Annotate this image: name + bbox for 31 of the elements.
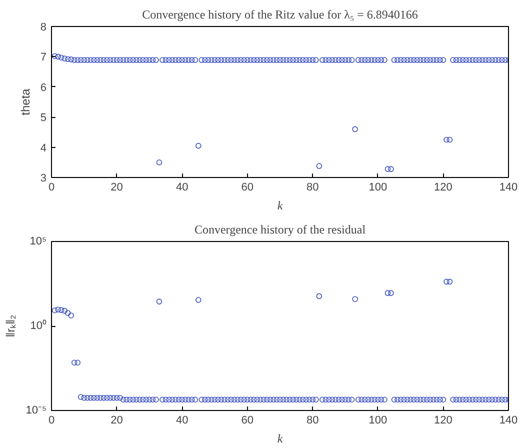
y-axis-title: ‖rₖ‖₂ [4, 314, 18, 338]
x-tick-label: 0 [48, 414, 55, 426]
y-tick-label: 8 [40, 22, 47, 34]
x-axis-title: k [277, 198, 284, 212]
x-tick-label: 120 [434, 414, 452, 426]
y-axis-title: theta [18, 88, 32, 116]
x-tick-label: 60 [241, 414, 254, 426]
y-tick-label: 10⁰ [30, 319, 47, 332]
x-tick-label: 140 [499, 414, 518, 426]
x-tick-label: 0 [48, 182, 55, 194]
y-tick-label: 4 [40, 142, 47, 154]
x-tick-label: 100 [368, 414, 388, 426]
x-tick-label: 40 [176, 414, 188, 426]
x-axis-title: k [277, 432, 284, 446]
chart-title: Convergence history of the residual [194, 222, 366, 236]
x-tick-label: 100 [368, 182, 388, 194]
x-tick-label: 120 [434, 182, 452, 194]
y-tick-label: 5 [40, 112, 47, 124]
x-tick-label: 80 [306, 414, 319, 426]
y-tick-label: 10⁻⁵ [26, 404, 46, 416]
x-tick-label: 40 [176, 182, 188, 194]
x-tick-label: 140 [499, 182, 518, 194]
x-tick-label: 20 [110, 414, 123, 426]
y-tick-label: 6 [40, 82, 47, 94]
y-tick-label: 10⁵ [30, 236, 46, 248]
chart-title: Convergence history of the Ritz value for λ₅ = 6.8940166 [142, 8, 418, 22]
y-tick-label: 3 [40, 172, 47, 184]
y-tick-label: 7 [40, 52, 47, 64]
x-tick-label: 80 [306, 182, 319, 194]
x-tick-label: 60 [241, 182, 254, 194]
x-tick-label: 20 [110, 182, 123, 194]
